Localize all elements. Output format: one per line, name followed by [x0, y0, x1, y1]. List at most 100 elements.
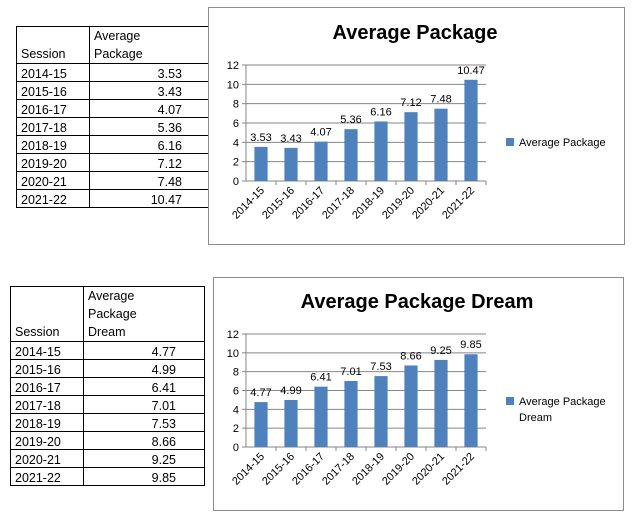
value-cell: 9.85 [83, 467, 205, 486]
value-cell: 6.41 [83, 377, 205, 396]
data-label: 6.16 [370, 106, 391, 118]
session-cell: 2017-18 [16, 117, 90, 136]
bar [254, 146, 268, 181]
y-tick-label: 8 [233, 99, 239, 111]
y-tick-label: 12 [227, 329, 239, 341]
table-row: 2016-17 6.41 [10, 377, 205, 396]
x-tick-label: 2016-17 [290, 451, 327, 488]
table-header-row: Session Average Package Dream [10, 286, 205, 342]
bar [404, 112, 418, 181]
x-tick-label: 2017-18 [320, 451, 357, 488]
table-body: 2014-15 3.53 2015-16 3.43 2016-17 4.07 2017-18… [16, 63, 211, 208]
bar [464, 79, 478, 181]
legend-label: Average Package Dream [519, 396, 606, 424]
table-row: 2017-18 7.01 [10, 395, 205, 414]
session-cell: 2014-15 [10, 341, 84, 360]
y-tick-label: 6 [233, 386, 239, 398]
session-cell: 2017-18 [10, 395, 84, 414]
session-cell: 2021-22 [16, 189, 90, 208]
data-label: 4.07 [310, 127, 331, 139]
data-label: 8.66 [400, 350, 421, 362]
value-cell: 3.43 [89, 81, 211, 100]
y-tick-label: 8 [233, 367, 239, 379]
session-cell: 2015-16 [16, 81, 90, 100]
value-cell: 7.01 [83, 395, 205, 414]
session-cell: 2018-19 [10, 413, 84, 432]
x-tick-label: 2021-22 [440, 185, 477, 222]
value-cell: 6.16 [89, 135, 211, 154]
table-row: 2018-19 6.16 [16, 135, 211, 154]
value-cell: 7.48 [89, 171, 211, 190]
value-cell: 9.25 [83, 449, 205, 468]
y-tick-label: 2 [233, 423, 239, 435]
table-row: 2020-21 7.48 [16, 171, 211, 190]
table-row: 2015-16 3.43 [16, 81, 211, 100]
session-cell: 2021-22 [10, 467, 84, 486]
table-row: 2017-18 5.36 [16, 117, 211, 136]
y-tick-label: 6 [233, 118, 239, 130]
bar [434, 359, 448, 447]
average-package-dream-chart: Average Package Dream 0 2 4 6 8 10 12 4.77 2014-1… [213, 277, 624, 511]
x-tick-label: 2017-18 [320, 185, 357, 222]
value-cell: 4.07 [89, 99, 211, 118]
table-row: 2020-21 9.25 [10, 449, 205, 468]
table-row: 2018-19 7.53 [10, 413, 205, 432]
bar [314, 386, 328, 447]
table-body: 2014-15 4.77 2015-16 4.99 2016-17 6.41 2017-18… [10, 341, 205, 486]
session-cell: 2018-19 [16, 135, 90, 154]
bar [284, 147, 298, 181]
value-cell: 4.77 [83, 341, 205, 360]
value-cell: 8.66 [83, 431, 205, 450]
bar [254, 402, 268, 447]
data-label: 7.48 [430, 94, 451, 106]
x-tick-label: 2018-19 [350, 451, 387, 488]
data-label: 6.41 [310, 372, 331, 384]
legend-swatch [506, 397, 514, 405]
value-cell: 5.36 [89, 117, 211, 136]
chart-title: Average Package Dream [301, 291, 534, 313]
value-cell: 10.47 [89, 189, 211, 208]
session-cell: 2014-15 [16, 63, 90, 82]
session-header: Session [10, 286, 84, 342]
table-row: 2021-22 10.47 [16, 189, 211, 208]
table-row: 2021-22 9.85 [10, 467, 205, 486]
x-tick-label: 2020-21 [410, 451, 447, 488]
session-cell: 2016-17 [16, 99, 90, 118]
session-cell: 2020-21 [10, 449, 84, 468]
average-package-dream-header: Average Package Dream [83, 286, 205, 342]
data-label: 4.77 [250, 387, 271, 399]
average-package-chart-svg: Average Package 0 2 4 6 8 10 12 3.53 2014-15 3.43 2… [227, 22, 606, 222]
legend-label-line: Average Package [519, 396, 606, 408]
average-package-chart: Average Package 0 2 4 6 8 10 12 3.53 2014-15 3.43 2… [208, 7, 625, 245]
x-tick-label: 2019-20 [380, 451, 417, 488]
x-tick-label: 2016-17 [290, 185, 327, 222]
x-tick-label: 2015-16 [260, 185, 297, 222]
average-package-header-text: Average Package [94, 29, 143, 61]
average-package-dream-chart-svg: Average Package Dream 0 2 4 6 8 10 12 4.77 2014-1… [227, 291, 606, 488]
session-cell: 2019-20 [16, 153, 90, 172]
y-tick-label: 10 [227, 79, 239, 91]
data-label: 7.53 [370, 361, 391, 373]
data-label: 3.43 [280, 133, 301, 145]
table-row: 2019-20 7.12 [16, 153, 211, 172]
session-cell: 2019-20 [10, 431, 84, 450]
bar [314, 141, 328, 181]
value-cell: 7.12 [89, 153, 211, 172]
average-package-dream-header-text: Average Package Dream [88, 289, 137, 339]
session-cell: 2015-16 [10, 359, 84, 378]
session-header: Session [16, 26, 90, 64]
average-package-header: Average Package [89, 26, 211, 64]
table-row: 2014-15 3.53 [16, 63, 211, 82]
session-cell: 2016-17 [10, 377, 84, 396]
bar [374, 121, 388, 181]
x-tick-label: 2015-16 [260, 451, 297, 488]
data-label: 9.25 [430, 345, 451, 357]
y-tick-label: 4 [233, 137, 239, 149]
chart-title: Average Package [333, 22, 498, 44]
data-label: 9.85 [460, 339, 481, 351]
table-row: 2019-20 8.66 [10, 431, 205, 450]
x-tick-label: 2014-15 [230, 185, 267, 222]
data-label: 4.99 [280, 385, 301, 397]
bar [344, 129, 358, 181]
data-label: 5.36 [340, 114, 361, 126]
